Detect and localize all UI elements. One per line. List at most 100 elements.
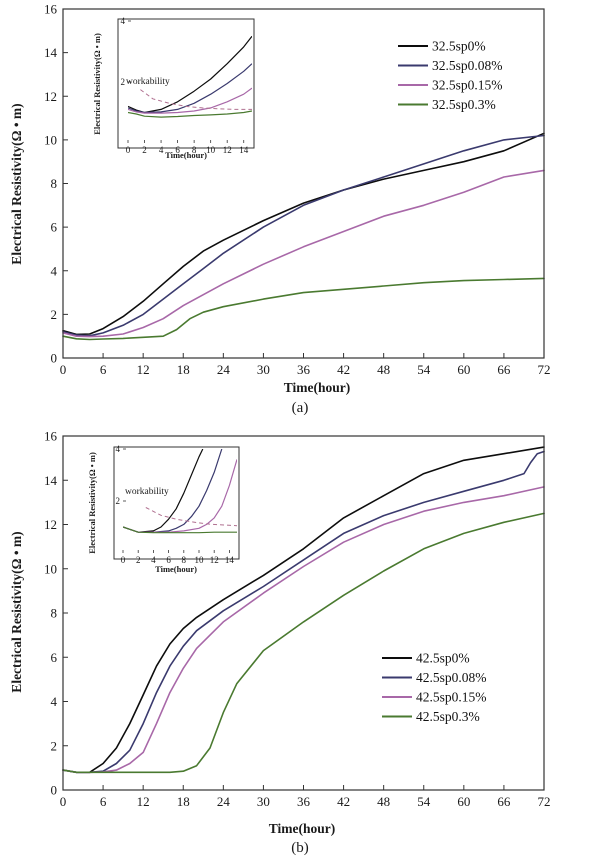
chart-b-inset-series-line-3	[123, 526, 237, 534]
chart-b-x-tick-label: 54	[417, 794, 431, 809]
chart-a-series-line-3	[62, 277, 545, 341]
chart-a-series-line-0	[62, 132, 545, 336]
chart-a-inset-y-tick-label: 4	[121, 16, 126, 26]
chart-b-inset-x-tick-label: 2	[136, 555, 141, 565]
chart-a-inset-x-tick-label: 0	[126, 145, 131, 155]
chart-a-y-tick-label: 2	[51, 307, 58, 322]
chart-b-y-tick-label: 10	[44, 561, 57, 576]
chart-a-series-line-2	[62, 169, 545, 338]
chart-b-inset-series-line-0	[123, 449, 204, 533]
chart-a-inset-x-tick-label: 4	[159, 145, 164, 155]
chart-b-series-line-0	[62, 446, 545, 774]
chart-b-y-axis-label: Electrical Resistivity(Ω • m)	[9, 531, 24, 692]
chart-a-x-tick-label: 24	[217, 362, 231, 377]
chart-a-x-tick-label: 6	[100, 362, 107, 377]
chart-a-y-tick-label: 8	[51, 176, 58, 191]
chart-a-y-axis-label: Electrical Resistivity(Ω • m)	[9, 103, 24, 264]
chart-b-inset-x-tick-label: 10	[195, 555, 205, 565]
chart-b-inset-x-tick-label: 4	[151, 555, 156, 565]
chart-b-inset-x-tick-label: 14	[225, 555, 235, 565]
chart-b-x-tick-label: 24	[217, 794, 231, 809]
chart-a-inset-workability-label: workability	[126, 77, 170, 87]
chart-b-x-tick-label: 12	[137, 794, 150, 809]
chart-a-inset-y-tick-label: 2	[121, 77, 126, 87]
chart-a-y-tick-label: 0	[51, 351, 58, 366]
chart-b-inset-x-tick-label: 6	[166, 555, 171, 565]
chart-b-y-tick-label: 8	[51, 606, 58, 621]
chart-b-legend-label-2: 42.5sp0.15%	[416, 690, 487, 705]
chart-b-x-tick-label: 6	[100, 794, 107, 809]
chart-a-x-tick-label: 30	[257, 362, 270, 377]
chart-a-x-tick-label: 18	[177, 362, 190, 377]
chart-a-y-tick-label: 4	[51, 263, 58, 278]
chart-b-y-tick-label: 16	[44, 429, 58, 444]
chart-a-inset-x-tick-label: 10	[206, 145, 216, 155]
chart-b-caption: (b)	[291, 840, 309, 856]
chart-b-inset-x-tick-label: 0	[121, 555, 126, 565]
chart-a-legend-label-2: 32.5sp0.15%	[432, 78, 503, 93]
chart-a-x-tick-label: 48	[377, 362, 390, 377]
chart-b-x-tick-label: 42	[337, 794, 350, 809]
chart-a-inset: 0 2 4 6 8 10 12 14 2 4 Time(hour) Electrical Resi…	[92, 16, 255, 160]
chart-b-legend: 42.5sp0% 42.5sp0.08% 42.5sp0.15% 42.5sp0.3%	[382, 651, 487, 724]
chart-b-x-tick-label: 66	[497, 794, 511, 809]
chart-a-inset-frame	[117, 18, 255, 149]
chart-b-y-tick-label: 14	[44, 473, 58, 488]
chart-b-y-tick-label: 6	[51, 650, 58, 665]
chart-a-inset-x-tick-label: 6	[175, 145, 180, 155]
chart-b-inset-frame	[113, 446, 240, 560]
chart-b-x-tick-label: 30	[257, 794, 270, 809]
chart-b-x-tick-label: 60	[457, 794, 470, 809]
chart-b-y-tick-label: 2	[51, 738, 58, 753]
chart-a-legend-label-0: 32.5sp0%	[432, 39, 486, 54]
chart-a-x-tick-label: 66	[497, 362, 511, 377]
chart-a-inset-x-tick-label: 14	[239, 145, 249, 155]
chart-b-x-tick-label: 72	[538, 794, 551, 809]
chart-b-x-tick-label: 48	[377, 794, 390, 809]
chart-a-series-line-1	[62, 134, 545, 337]
chart-a-inset-series-line-2	[128, 87, 252, 114]
chart-b-legend-label-3: 42.5sp0.3%	[416, 709, 480, 724]
chart-a-y-tick-label: 10	[44, 132, 57, 147]
chart-a-x-tick-label: 72	[538, 362, 551, 377]
chart-b-y-tick-label: 12	[44, 517, 57, 532]
chart-b-series-line-3	[62, 512, 545, 774]
chart-a-y-tick-label: 16	[44, 2, 58, 17]
chart-a-x-tick-label: 0	[60, 362, 67, 377]
chart-a-inset-x-tick-label: 8	[192, 145, 197, 155]
chart-a-y-tick-label: 6	[51, 220, 58, 235]
chart-b-x-tick-label: 0	[60, 794, 67, 809]
chart-a-x-tick-label: 36	[297, 362, 311, 377]
chart-a-inset-y-label: Electrical Resistivity(Ω • m)	[92, 33, 102, 135]
chart-b-inset-workability-label: workability	[125, 487, 169, 497]
chart-b-y-tick-label: 4	[51, 694, 58, 709]
chart-a-inset-x-label: Time(hour)	[165, 150, 207, 160]
chart-a-inset-x-tick-label: 2	[142, 145, 147, 155]
chart-a-x-tick-label: 12	[137, 362, 150, 377]
chart-b-y-tick-label: 0	[51, 783, 58, 798]
chart-b-legend-label-0: 42.5sp0%	[416, 651, 470, 666]
chart-b-series-line-1	[62, 450, 545, 774]
chart-b-inset-y-tick-label: 2	[116, 496, 121, 506]
chart-b-inset-x-tick-label: 12	[210, 555, 219, 565]
chart-b-inset-y-tick-label: 4	[116, 444, 121, 454]
chart-b-inset-x-label: Time(hour)	[155, 564, 197, 574]
chart-a-plot-frame	[62, 8, 545, 359]
chart-a-legend-label-1: 32.5sp0.08%	[432, 58, 503, 73]
chart-a-x-tick-label: 60	[457, 362, 470, 377]
chart-b-legend-label-1: 42.5sp0.08%	[416, 670, 487, 685]
chart-a-y-tick-label: 14	[44, 45, 58, 60]
chart-a-inset-workability-line	[140, 89, 252, 110]
chart-b-x-axis-label: Time(hour)	[269, 821, 336, 836]
chart-b-inset-x-tick-label: 8	[182, 555, 187, 565]
chart-a-caption: (a)	[292, 400, 309, 416]
chart-b-inset-y-label: Electrical Resistivity(Ω • m)	[87, 452, 97, 554]
chart-b-inset-workability-line	[145, 507, 237, 527]
chart-a-x-tick-label: 54	[417, 362, 431, 377]
chart-a-legend-label-3: 32.5sp0.3%	[432, 97, 496, 112]
